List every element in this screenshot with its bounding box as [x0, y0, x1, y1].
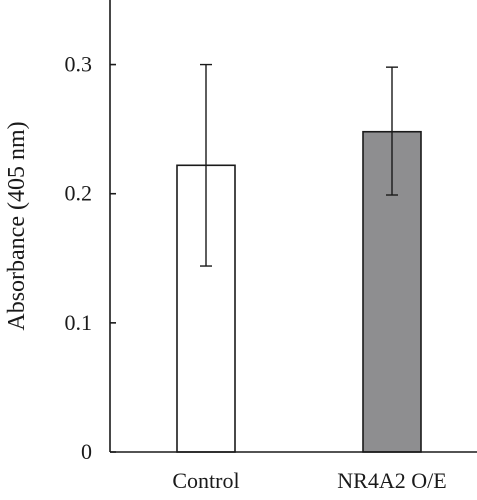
- y-axis-title: Absorbance (405 nm): [4, 121, 30, 330]
- y-tick-label: 0.1: [65, 310, 93, 335]
- y-tick-label: 0: [81, 439, 92, 464]
- y-tick-label: 0.3: [65, 52, 93, 77]
- error-bars-group: [200, 63, 398, 267]
- y-tick-label: 0.2: [65, 181, 93, 206]
- x-tick-label: Control: [172, 468, 239, 493]
- x-tick-label: NR4A2 O/E: [337, 468, 446, 493]
- y-axis-ticks: 0 0.1 0.2 0.3: [65, 52, 116, 464]
- bars-group: [176, 130, 422, 453]
- x-axis-labels: Control NR4A2 O/E: [172, 468, 446, 493]
